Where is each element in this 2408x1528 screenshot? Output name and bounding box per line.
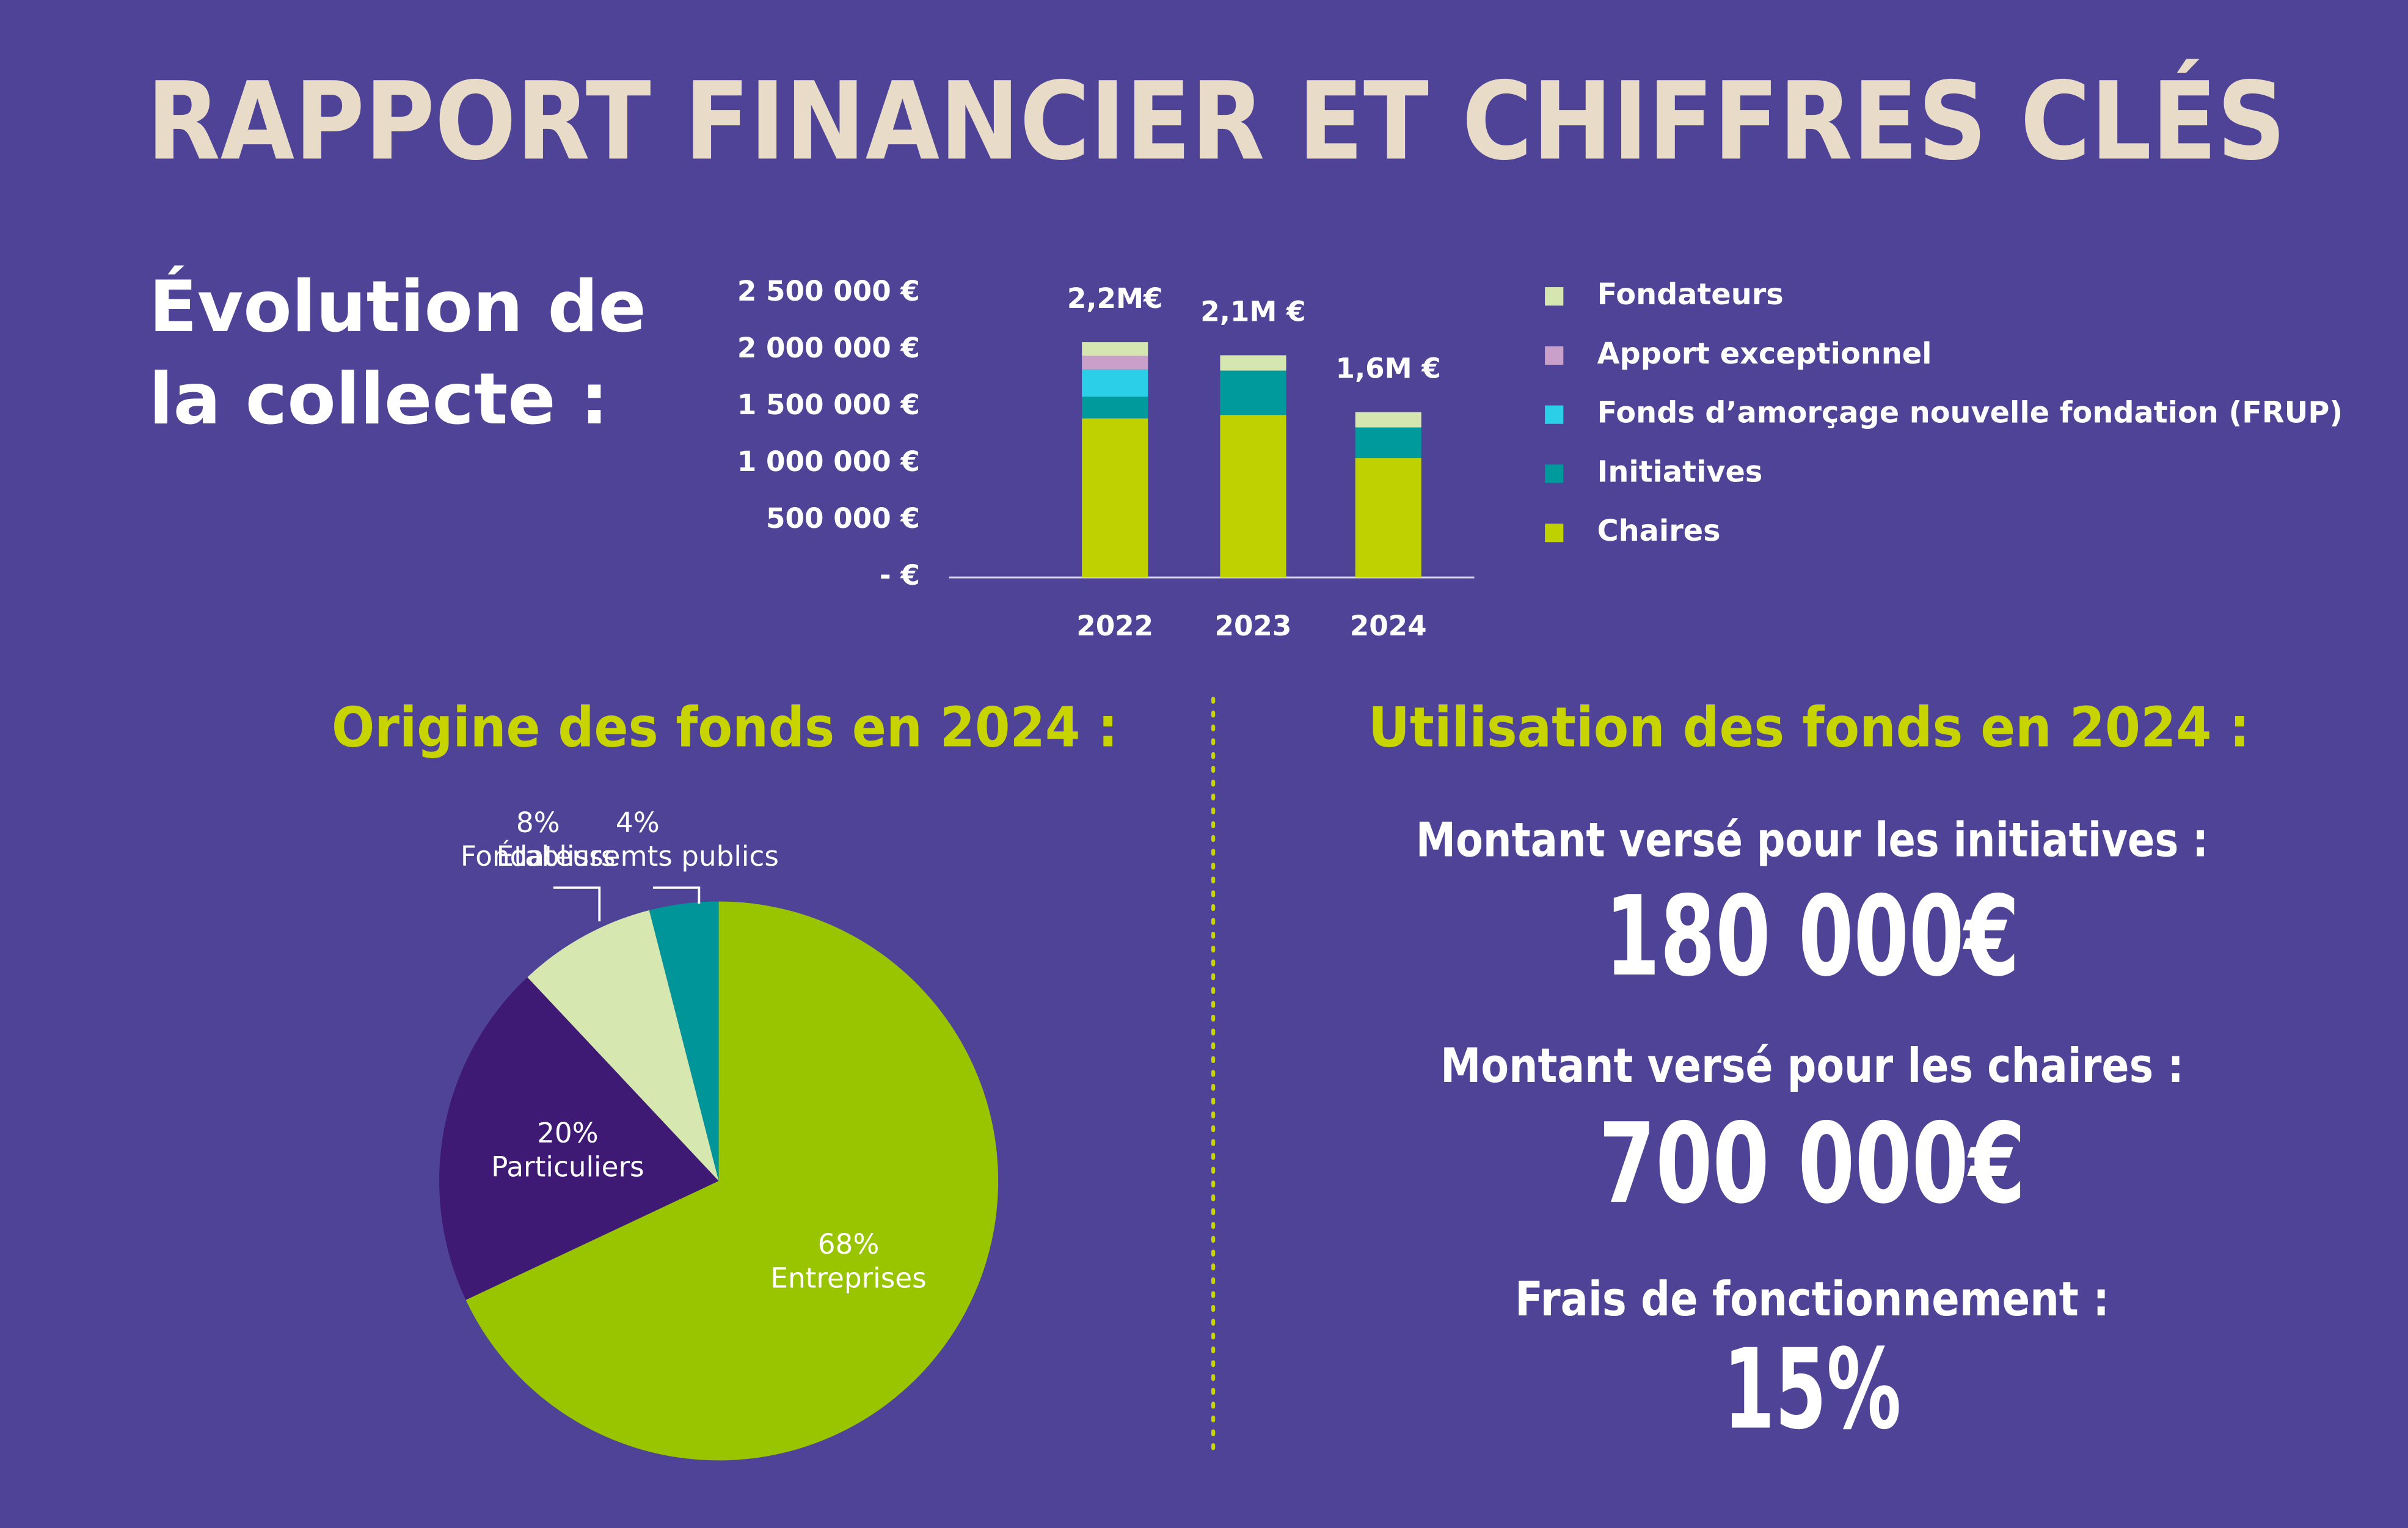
total-label: 1,6M € <box>1335 353 1440 385</box>
bar-segment <box>1220 415 1286 578</box>
y-tick-label: 500 000 € <box>766 502 920 535</box>
x-tick-label: 2022 <box>1076 610 1153 642</box>
y-tick-label: 2 000 000 € <box>737 332 920 364</box>
chart-title: la collecte : <box>149 359 608 440</box>
item-label: Frais de fonctionnement : <box>1515 1272 2109 1327</box>
legend-label: Apport exceptionnel <box>1597 337 1932 371</box>
item-value: 15% <box>1723 1325 1902 1454</box>
legend-swatch <box>1545 405 1564 424</box>
chart-title: Évolution de <box>149 265 646 348</box>
section-title: Utilisation des fonds en 2024 : <box>1368 695 2250 759</box>
pie-slice <box>439 977 719 1300</box>
bar-segment <box>1355 458 1421 578</box>
pie-slice <box>527 910 719 1181</box>
page-title: RAPPORT FINANCIER ET CHIFFRES CLÉS <box>147 58 2286 184</box>
bar-segment <box>1082 369 1148 397</box>
total-label: 2,1M € <box>1200 296 1305 328</box>
pie-value-label: 8% <box>516 806 560 839</box>
pie-category-label: Fondateurs <box>461 840 616 872</box>
pie-category-label: Entreprises <box>770 1262 926 1294</box>
item-value: 700 000€ <box>1599 1099 2026 1228</box>
total-label: 2,2M€ <box>1067 282 1163 315</box>
bar-segment <box>1355 412 1421 428</box>
legend-label: Initiatives <box>1597 455 1763 489</box>
chart-title: Origine des fonds en 2024 : <box>332 695 1118 759</box>
pie-value-label: 68% <box>818 1228 880 1260</box>
bar-segment <box>1082 356 1148 370</box>
legend-swatch <box>1545 464 1564 483</box>
item-label: Montant versé pour les initiatives : <box>1416 813 2208 868</box>
x-tick-label: 2024 <box>1350 610 1427 642</box>
legend-swatch <box>1545 287 1564 306</box>
bar-segment <box>1220 355 1286 371</box>
y-tick-label: 1 500 000 € <box>737 389 920 421</box>
pie-value-label: 4% <box>616 806 660 839</box>
legend-label: Fondateurs <box>1597 278 1784 312</box>
y-tick-label: 1 000 000 € <box>737 445 920 478</box>
legend-swatch <box>1545 524 1564 543</box>
x-tick-label: 2023 <box>1214 610 1291 642</box>
legend-swatch <box>1545 346 1564 365</box>
leader-line <box>553 886 601 922</box>
pie-slice <box>649 901 719 1181</box>
y-tick-label: - € <box>880 559 920 591</box>
legend-label: Chaires <box>1597 514 1721 548</box>
utilisation: Utilisation des fonds en 2024 : <box>1368 695 2250 759</box>
pie-value-label: 20% <box>537 1117 599 1149</box>
legend-label: Fonds d’amorçage nouvelle fondation (FRU… <box>1597 397 2343 430</box>
bar-segment <box>1082 397 1148 419</box>
bar-segment <box>1355 427 1421 458</box>
item-label: Montant versé pour les chaires : <box>1440 1039 2184 1094</box>
leader-line <box>652 886 701 904</box>
bar-segment <box>1220 370 1286 415</box>
y-tick-label: 2 500 000 € <box>737 275 920 307</box>
bar-segment <box>1082 342 1148 356</box>
pie-slice <box>465 901 999 1461</box>
pie-category-label: Établissemts publics <box>497 840 779 872</box>
pie-category-label: Particuliers <box>491 1150 644 1183</box>
item-value: 180 000€ <box>1605 872 2019 1001</box>
bar-segment <box>1082 418 1148 578</box>
